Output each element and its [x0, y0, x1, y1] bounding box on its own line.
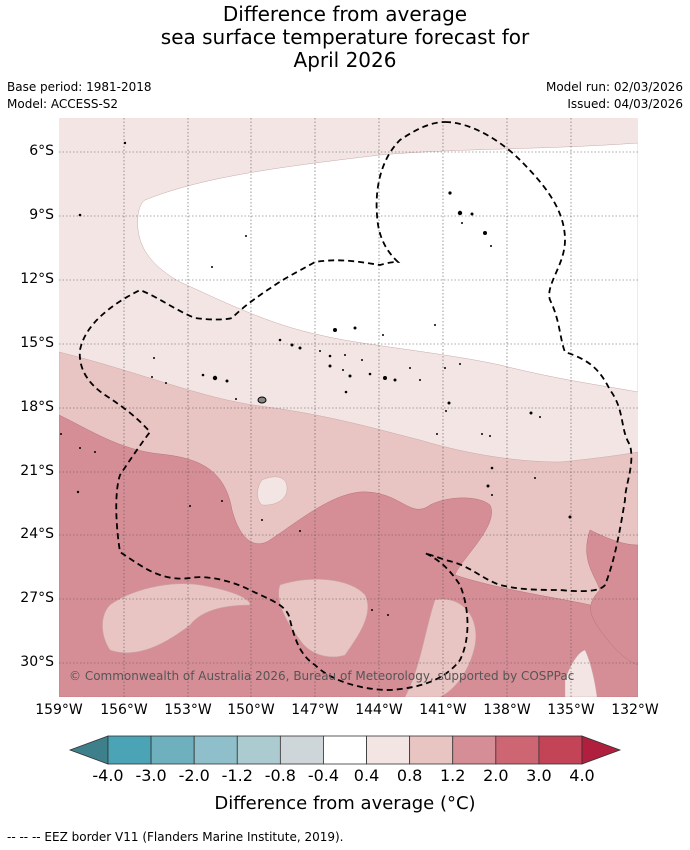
band-0.8-1.2-patch-south [278, 579, 368, 658]
lat-label: 15°S [20, 335, 54, 351]
band-1.2-2.0 [59, 414, 638, 697]
colorbar-arrow-low [68, 735, 109, 765]
colorbar [68, 735, 622, 765]
sst-anomaly-field [59, 118, 638, 697]
colorbar-swatch [279, 735, 324, 765]
lat-label: 27°S [20, 590, 54, 606]
meta-left: Base period: 1981-2018 Model: ACCESS-S2 [7, 79, 152, 113]
colorbar-tick-label: -2.0 [178, 766, 210, 785]
colorbar-swatch [538, 735, 583, 765]
islands [60, 141, 572, 616]
band-0.8-1.2-patch-sw [102, 583, 251, 653]
band-0.4-0.8-patch-mid [257, 476, 288, 506]
meta-right: Model run: 02/03/2026 Issued: 04/03/2026 [546, 79, 683, 113]
colorbar-tick-label: 1.2 [439, 766, 466, 785]
lat-label: 9°S [29, 207, 54, 223]
eez-border [78, 121, 633, 691]
lon-label: 147°W [291, 702, 339, 718]
band-neutral [137, 142, 638, 393]
colorbar-tick-label: -3.0 [135, 766, 167, 785]
colorbar-tick-label: 2.0 [483, 766, 509, 785]
colorbar-swatch [193, 735, 238, 765]
colorbar-swatch [495, 735, 540, 765]
title-line-2: sea surface temperature forecast for [160, 25, 530, 49]
lat-label: 24°S [20, 526, 54, 542]
band-0.4-0.8-patch-se [564, 649, 598, 697]
colorbar-tick-label: 0.4 [353, 766, 380, 785]
lon-label: 150°W [227, 702, 275, 718]
colorbar-tick-label: -4.0 [92, 766, 124, 785]
eez-legend-note: -- -- -- EEZ border V11 (Flanders Marine… [7, 830, 344, 844]
colorbar-tick-label: 4.0 [569, 766, 595, 785]
lat-label: 6°S [29, 143, 54, 159]
lon-label: 135°W [547, 702, 595, 718]
chart-title: Difference from average sea surface temp… [0, 3, 690, 72]
model-name: Model: ACCESS-S2 [7, 97, 119, 111]
colorbar-swatch [452, 735, 497, 765]
colorbar-swatch [107, 735, 152, 765]
model-run: Model run: 02/03/2026 [545, 80, 683, 94]
lat-label: 30°S [20, 654, 54, 670]
lon-label: 144°W [355, 702, 403, 718]
colorbar-tick-label: 0.8 [396, 766, 423, 785]
lon-label: 153°W [164, 702, 212, 718]
copyright-notice: © Commonwealth of Australia 2026, Bureau… [69, 669, 575, 683]
colorbar-swatch [409, 735, 454, 765]
colorbar-tick-label: -0.4 [307, 766, 340, 785]
colorbar-swatch [366, 735, 411, 765]
lon-label: 141°W [419, 702, 467, 718]
colorbar-swatch [323, 735, 367, 765]
lat-label: 21°S [20, 463, 54, 479]
lon-label: 138°W [483, 702, 531, 718]
base-period: Base period: 1981-2018 [7, 80, 152, 94]
colorbar-swatch [150, 735, 195, 765]
colorbar-tick-label: 3.0 [526, 766, 552, 785]
band-1.2-2.0-east [586, 529, 638, 666]
lat-label: 12°S [20, 271, 54, 287]
colorbar-tick-label: -1.2 [221, 766, 253, 785]
lon-label: 156°W [100, 702, 148, 718]
colorbar-tick-label: -0.8 [264, 766, 296, 785]
lon-label: 132°W [611, 702, 659, 718]
colorbar-label: Difference from average (°C) [214, 793, 476, 814]
issued-date: Issued: 04/03/2026 [567, 97, 683, 111]
colorbar-swatch [236, 735, 281, 765]
colorbar-arrow-high [581, 735, 622, 765]
title-line-1: Difference from average [222, 2, 468, 26]
lon-label: 159°W [35, 702, 83, 718]
lat-label: 18°S [20, 399, 54, 415]
title-line-3: April 2026 [293, 48, 397, 72]
